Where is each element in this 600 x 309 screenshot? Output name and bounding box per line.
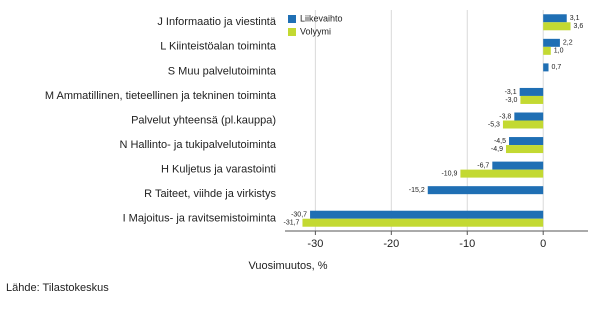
bar bbox=[543, 46, 551, 55]
legend-swatch bbox=[288, 15, 296, 23]
bar bbox=[460, 169, 544, 178]
value-label: 0,7 bbox=[552, 64, 562, 71]
bar bbox=[302, 218, 544, 227]
value-label: 1,0 bbox=[554, 48, 564, 55]
value-label: 2,2 bbox=[563, 40, 573, 47]
bar bbox=[519, 87, 544, 96]
value-label: 3,1 bbox=[570, 15, 580, 22]
legend-label: Volyymi bbox=[300, 26, 331, 36]
value-label: -30,7 bbox=[291, 212, 307, 219]
value-label: -31,7 bbox=[283, 220, 299, 227]
bar bbox=[543, 14, 567, 23]
bar bbox=[310, 210, 544, 219]
x-tick-label: -10 bbox=[459, 238, 475, 250]
x-tick-label: -20 bbox=[383, 238, 399, 250]
bar bbox=[505, 145, 544, 154]
bar bbox=[509, 137, 544, 146]
legend-label: Liikevaihto bbox=[300, 13, 343, 23]
value-label: -3,1 bbox=[505, 89, 517, 96]
value-label: -3,8 bbox=[499, 113, 511, 120]
y-tick-label: Palvelut yhteensä (pl.kauppa) bbox=[131, 114, 276, 126]
bar bbox=[543, 38, 560, 47]
x-axis-label: Vuosimuutos, % bbox=[248, 260, 327, 272]
bar bbox=[543, 63, 549, 72]
value-label: 3,6 bbox=[574, 23, 584, 30]
value-label: -5,3 bbox=[488, 121, 500, 128]
x-tick-label: -30 bbox=[307, 238, 323, 250]
y-tick-label: H Kuljetus ja varastointi bbox=[161, 164, 276, 176]
bar bbox=[543, 22, 571, 31]
bar bbox=[427, 186, 544, 195]
legend-swatch bbox=[288, 28, 296, 36]
bar bbox=[520, 95, 544, 104]
value-label: -10,9 bbox=[441, 170, 457, 177]
value-label: -6,7 bbox=[477, 162, 489, 169]
x-tick-label: 0 bbox=[540, 238, 546, 250]
y-tick-label: M Ammatillinen, tieteellinen ja tekninen… bbox=[45, 90, 277, 102]
y-tick-label: S Muu palvelutoiminta bbox=[168, 65, 277, 77]
y-tick-label: L Kiinteistöalan toiminta bbox=[160, 41, 277, 53]
y-tick-label: N Hallinto- ja tukipalvelutoiminta bbox=[119, 139, 276, 151]
value-label: -3,0 bbox=[505, 97, 517, 104]
value-label: -4,5 bbox=[494, 138, 506, 145]
y-tick-label: R Taiteet, viihde ja virkistys bbox=[144, 188, 276, 200]
y-tick-label: J Informaatio ja viestintä bbox=[157, 16, 276, 28]
y-tick-label: I Majoitus- ja ravitsemistoiminta bbox=[123, 213, 277, 225]
bar bbox=[514, 112, 544, 121]
value-label: -15,2 bbox=[409, 187, 425, 194]
value-label: -4,9 bbox=[491, 146, 503, 153]
source: Lähde: Tilastokeskus bbox=[6, 282, 109, 294]
bar bbox=[502, 120, 544, 129]
bar bbox=[492, 161, 544, 170]
